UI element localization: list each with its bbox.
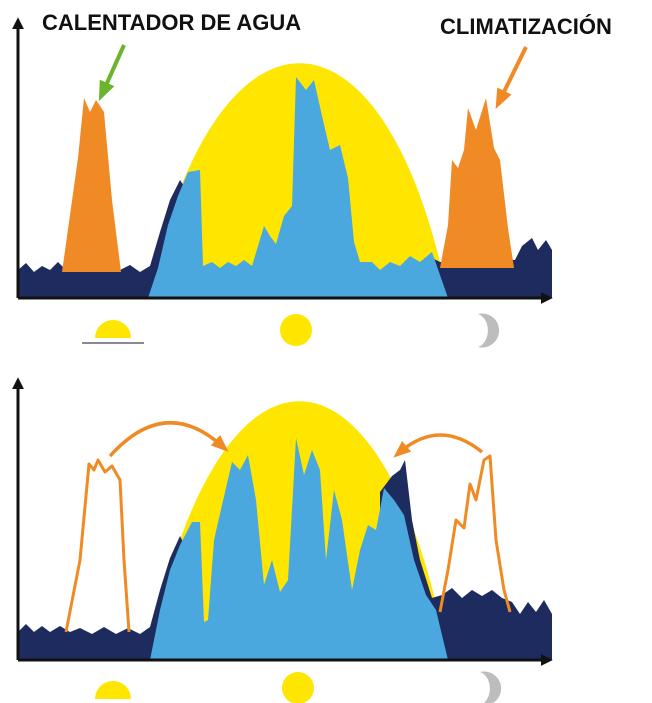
sun-icon xyxy=(282,672,314,703)
moon-icon xyxy=(478,313,500,348)
solar-consumption-area xyxy=(148,77,448,298)
climatization-callout-arrow xyxy=(495,46,528,109)
top-panel: CALENTADOR DE AGUA CLIMATIZACIÓN xyxy=(12,10,612,348)
shift-left-load-arrow xyxy=(108,421,229,458)
base-consumption-area xyxy=(18,180,195,298)
sunrise-icon xyxy=(95,681,131,699)
water-heater-callout-arrow xyxy=(98,44,126,102)
water-heater-label: CALENTADOR DE AGUA xyxy=(42,10,301,35)
sun-icon xyxy=(280,314,312,346)
climatization-load-peak xyxy=(440,98,514,268)
shift-right-load-arrow xyxy=(393,433,484,458)
moon-icon xyxy=(480,671,502,703)
bottom-panel xyxy=(12,377,553,703)
solar-consumption-area xyxy=(150,438,448,660)
water-heater-load-peak xyxy=(62,98,121,272)
climatization-label: CLIMATIZACIÓN xyxy=(440,14,612,39)
water-heater-original-outline xyxy=(64,458,131,633)
base-consumption-area xyxy=(18,536,195,660)
climatization-original-outline xyxy=(438,454,512,613)
sunrise-icon xyxy=(82,320,144,344)
